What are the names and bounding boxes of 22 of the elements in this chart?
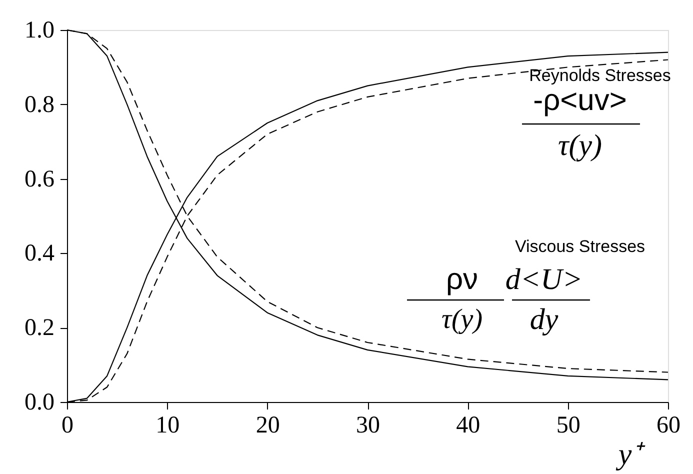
annotation: τ(y) xyxy=(558,129,602,162)
y-tick-label: 0.2 xyxy=(24,315,54,342)
x-tick-label: 30 xyxy=(356,412,380,438)
annotation: d<U> xyxy=(505,263,583,296)
x-tick-label: 10 xyxy=(156,412,180,438)
annotation: τ(y) xyxy=(441,304,483,335)
annotation: Viscous Stresses xyxy=(514,237,646,256)
y-tick-label: 0.0 xyxy=(24,390,54,416)
annotation: ρν xyxy=(446,263,478,296)
x-tick-label: 60 xyxy=(656,412,680,438)
y-tick-label: 1.0 xyxy=(24,18,54,44)
annotation: -ρ<uv> xyxy=(533,84,627,117)
x-tick-label: 0 xyxy=(62,412,74,438)
y-tick-label: 0.4 xyxy=(24,240,54,267)
x-axis-title: y⁺ xyxy=(615,438,646,471)
annotation: dy xyxy=(530,303,559,336)
x-tick-label: 20 xyxy=(256,412,280,438)
y-tick-label: 0.6 xyxy=(24,166,54,192)
annotation: Reynolds Stresses xyxy=(529,66,671,85)
x-tick-label: 50 xyxy=(556,412,580,438)
y-tick-label: 0.8 xyxy=(24,92,54,118)
x-tick-label: 40 xyxy=(456,412,480,438)
